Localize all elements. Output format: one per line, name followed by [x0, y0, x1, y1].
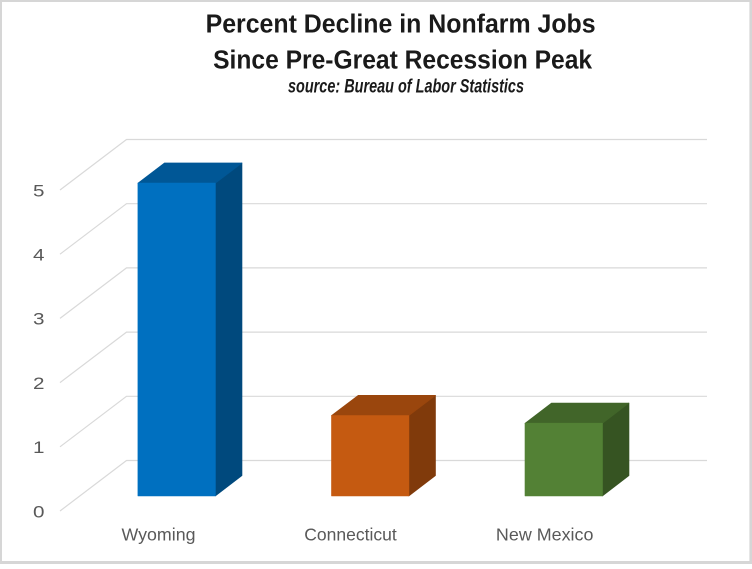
svg-text:New Mexico: New Mexico: [496, 525, 594, 545]
svg-text:1: 1: [33, 438, 45, 457]
svg-text:0: 0: [33, 502, 45, 521]
svg-text:Since Pre-Great Recession Peak: Since Pre-Great Recession Peak: [213, 46, 593, 74]
svg-text:3: 3: [33, 310, 45, 329]
svg-text:Wyoming: Wyoming: [122, 525, 196, 545]
svg-text:source: Bureau of Labor Statis: source: Bureau of Labor Statistics: [288, 75, 524, 97]
svg-text:2: 2: [33, 374, 45, 393]
svg-text:Percent Decline in Nonfarm Job: Percent Decline in Nonfarm Jobs: [206, 11, 596, 39]
svg-text:5: 5: [33, 181, 45, 200]
svg-text:Connecticut: Connecticut: [304, 525, 397, 545]
svg-text:4: 4: [33, 246, 45, 265]
